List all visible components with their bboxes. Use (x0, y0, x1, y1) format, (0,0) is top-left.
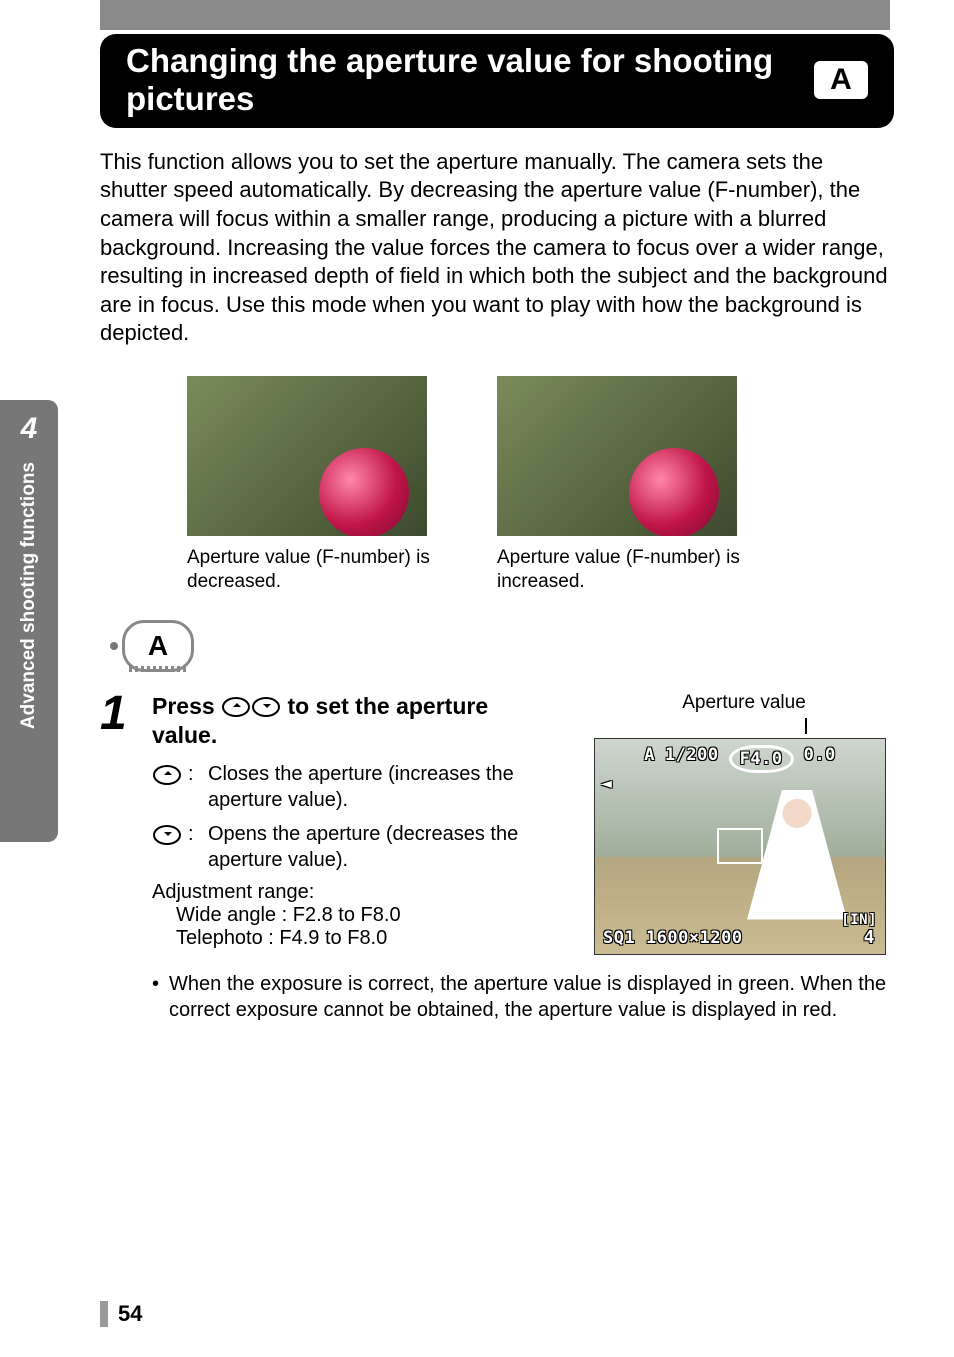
adjustment-range-block: Adjustment range: Wide angle : F2.8 to F… (152, 881, 550, 950)
colon: : (188, 761, 200, 813)
osd-shutter: 1/200 (665, 745, 719, 773)
section-title-band: Changing the aperture value for shooting… (100, 34, 894, 128)
example-row: Aperture value (F-number) is decreased. … (0, 376, 954, 594)
osd-bottom: SQ1 1600×1200 (603, 928, 743, 948)
mode-dial-graphic: A (110, 620, 954, 672)
osd-storage: [IN] (841, 912, 877, 928)
down-control-icon (153, 825, 181, 845)
osd-aperture: F4.0 (729, 745, 794, 773)
af-target-icon (717, 828, 763, 864)
down-control-row: : Opens the aperture (decreases the aper… (152, 821, 550, 873)
example-caption-left: Aperture value (F-number) is decreased. (187, 546, 457, 594)
section-title: Changing the aperture value for shooting… (126, 42, 814, 118)
step-heading-prefix: Press (152, 693, 221, 719)
osd-mode: A (644, 745, 655, 773)
osd-ev: 0.0 (804, 745, 836, 773)
example-column-right: Aperture value (F-number) is increased. (497, 376, 767, 594)
page-number: 54 (100, 1301, 142, 1327)
example-caption-right: Aperture value (F-number) is increased. (497, 546, 767, 594)
chapter-side-tab: 4 Advanced shooting functions (0, 400, 58, 842)
note-text: When the exposure is correct, the apertu… (169, 971, 894, 1023)
adjustment-wide: Wide angle : F2.8 to F8.0 (176, 904, 550, 927)
example-column-left: Aperture value (F-number) is decreased. (187, 376, 457, 594)
control-description-list: : Closes the aperture (increases the ape… (152, 761, 550, 873)
bullet-dot-icon: • (152, 971, 159, 1023)
lcd-caption: Aperture value (594, 692, 894, 714)
colon: : (188, 821, 200, 873)
intro-paragraph: This function allows you to set the aper… (100, 148, 894, 348)
up-control-row: : Closes the aperture (increases the ape… (152, 761, 550, 813)
chapter-title: Advanced shooting functions (18, 462, 40, 729)
example-image-blurred-bg (187, 376, 427, 536)
example-image-sharp-bg (497, 376, 737, 536)
step-heading: Press to set the aperture value. (152, 692, 550, 752)
step-number: 1 (100, 692, 134, 1023)
osd-top-row: A 1/200 F4.0 0.0 (595, 745, 885, 773)
zoom-indicator-icon: ◄ (601, 773, 612, 794)
down-control-description: Opens the aperture (decreases the apertu… (208, 821, 550, 873)
lcd-preview: ◄ A 1/200 F4.0 0.0 [IN] 4 SQ1 1600×1200 (594, 738, 886, 955)
dial-dot-icon (110, 642, 118, 650)
up-control-description: Closes the aperture (increases the apert… (208, 761, 550, 813)
step-body: Press to set the aperture value. : Close… (152, 692, 894, 1023)
lcd-pointer-line (805, 718, 807, 734)
osd-frames: 4 (864, 927, 875, 948)
note-bullet: • When the exposure is correct, the aper… (152, 971, 894, 1023)
chapter-number: 4 (21, 412, 38, 446)
header-gray-bar (100, 0, 890, 30)
step-block: 1 Press to set the aperture value. : Clo… (100, 692, 894, 1023)
mode-dial-icon: A (122, 620, 194, 672)
up-control-icon (153, 765, 181, 785)
mode-badge: A (814, 61, 868, 99)
down-control-icon (252, 697, 280, 717)
lcd-column: Aperture value ◄ A 1/200 F4.0 0.0 (594, 692, 894, 955)
adjustment-tele: Telephoto : F4.9 to F8.0 (176, 927, 550, 950)
adjustment-range-label: Adjustment range: (152, 881, 550, 904)
up-control-icon (222, 697, 250, 717)
